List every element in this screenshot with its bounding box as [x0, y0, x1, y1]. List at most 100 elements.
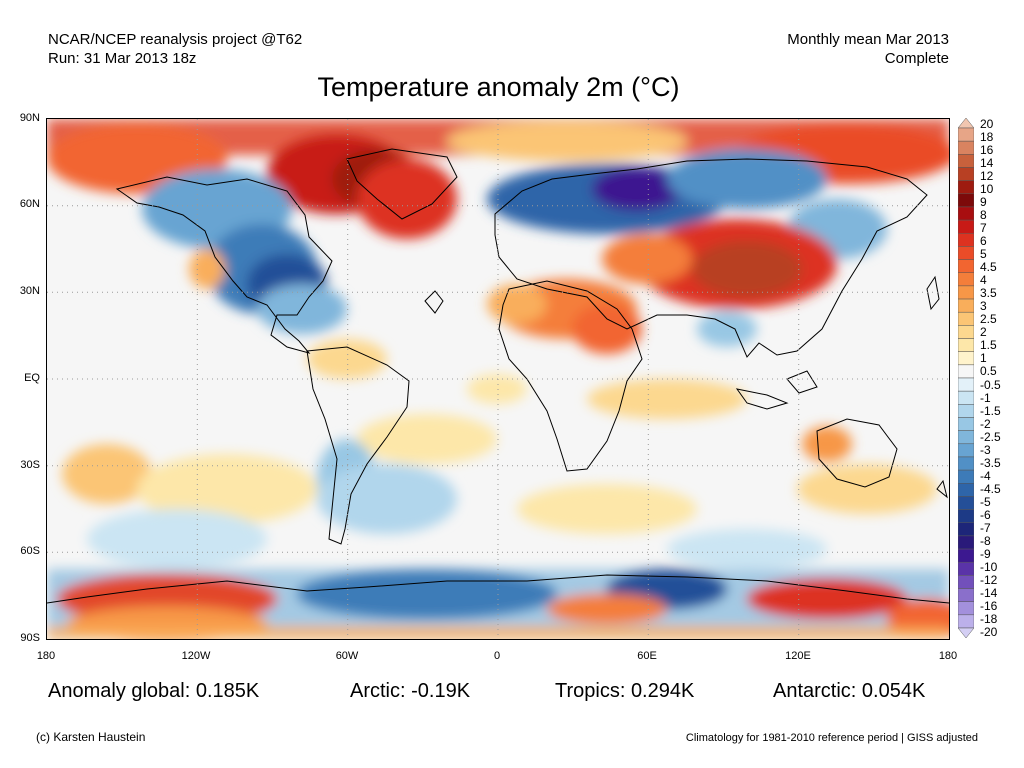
colorbar-level-label: 6 [980, 234, 987, 249]
header-right: Monthly mean Mar 2013 Complete [787, 30, 949, 68]
colorbar-level-label: -5 [980, 494, 991, 509]
colorbar-swatch [958, 561, 974, 576]
lat-label-90s: 90S [20, 632, 40, 644]
colorbar-level-label: -3.5 [980, 455, 1001, 470]
lon-label-60e: 60E [637, 650, 657, 662]
colorbar-level-label: 1 [980, 351, 987, 366]
colorbar-level-label: -4.5 [980, 481, 1001, 496]
copyright-text: (c) Karsten Haustein [36, 730, 146, 744]
colorbar-level-label: -9 [980, 546, 991, 561]
lat-label-60n: 60N [19, 198, 40, 210]
colorbar-swatch [958, 272, 974, 287]
lon-label-120w: 120W [181, 650, 211, 662]
source-text: NCAR/NCEP reanalysis project @T62 [48, 31, 303, 48]
colorbar-level-label: -18 [980, 611, 998, 626]
colorbar-level-label: 20 [980, 117, 994, 131]
lat-label-30n: 30N [19, 285, 40, 297]
tropics-anomaly: Tropics: 0.294K [555, 680, 695, 702]
colorbar-level-label: 2.5 [980, 312, 997, 327]
colorbar-swatch [958, 298, 974, 313]
colorbar-level-label: 4.5 [980, 260, 997, 275]
colorbar-swatch [958, 140, 974, 155]
colorbar-bottom-arrow [958, 627, 974, 638]
colorbar-level-label: -7 [980, 520, 991, 535]
lon-label-120e: 120E [785, 650, 811, 662]
colorbar-level-label: 12 [980, 169, 994, 184]
colorbar-swatch [958, 154, 974, 168]
colorbar-swatch [958, 338, 974, 352]
colorbar-level-label: -2 [980, 416, 991, 431]
colorbar-level-label: -10 [980, 559, 998, 574]
colorbar-level-label: 4 [980, 273, 987, 288]
colorbar-swatch [958, 588, 974, 602]
graticule [47, 119, 949, 639]
colorbar-level-label: -4 [980, 468, 991, 483]
colorbar-swatch [958, 509, 974, 523]
colorbar-swatch [958, 377, 974, 392]
lon-label-0: 0 [493, 650, 501, 662]
global-anomaly: Anomaly global: 0.185K [48, 680, 260, 702]
colorbar-swatch [958, 614, 974, 629]
colorbar-top-arrow [958, 118, 974, 129]
colorbar-swatch [958, 285, 974, 300]
colorbar-level-label: -16 [980, 598, 998, 613]
colorbar-level-label: -1.5 [980, 403, 1001, 418]
colorbar-level-label: 1.5 [980, 338, 997, 353]
lat-label-30s: 30S [20, 459, 40, 471]
colorbar-level-label: -8 [980, 533, 991, 548]
colorbar-level-label: -1 [980, 390, 991, 405]
colorbar-level-label: 14 [980, 156, 994, 171]
colorbar-swatch [958, 351, 974, 366]
anomaly-map-canvas [47, 119, 949, 639]
colorbar-swatch [958, 167, 974, 181]
colorbar-swatch [958, 601, 974, 616]
colorbar-level-label: 8 [980, 208, 987, 223]
colorbar-swatch [958, 496, 974, 510]
antarctic-anomaly: Antarctic: 0.054K [773, 680, 926, 702]
lon-label-180e: 180 [938, 650, 958, 662]
lon-label-60w: 60W [335, 650, 359, 662]
anomaly-map [46, 118, 950, 640]
colorbar-level-label: -3 [980, 442, 991, 457]
climatology-note: Climatology for 1981-2010 reference peri… [685, 732, 978, 744]
colorbar-swatch [958, 206, 974, 221]
colorbar-level-label: 2 [980, 325, 987, 340]
colorbar-level-label: 5 [980, 247, 987, 262]
colorbar-swatch [958, 404, 974, 418]
colorbar-swatch [958, 259, 974, 273]
colorbar-level-label: 10 [980, 182, 994, 197]
colorbar-swatch [958, 575, 974, 589]
lat-label-60s: 60S [20, 545, 40, 557]
colorbar-level-label: -2.5 [980, 429, 1001, 444]
arctic-anomaly: Arctic: -0.19K [350, 680, 471, 702]
colorbar-level-label: 18 [980, 130, 994, 145]
colorbar-level-label: 16 [980, 143, 994, 158]
colorbar-level-label: 3 [980, 299, 987, 314]
colorbar-swatch [958, 246, 974, 260]
colorbar-swatch [958, 443, 974, 458]
colorbar-level-label: -12 [980, 572, 998, 587]
colorbar-level-label: 7 [980, 221, 987, 236]
colorbar-swatch [958, 390, 974, 405]
colorbar [958, 118, 974, 638]
colorbar-swatch [958, 325, 974, 339]
colorbar-swatch [958, 233, 974, 247]
colorbar-swatch [958, 180, 974, 195]
colorbar-swatch [958, 193, 974, 208]
colorbar-swatch [958, 364, 974, 379]
colorbar-swatch [958, 430, 974, 445]
colorbar-level-label: 0.5 [980, 364, 997, 379]
lat-label-90n: 90N [19, 112, 40, 124]
colorbar-level-label: -14 [980, 585, 998, 600]
colorbar-swatch [958, 127, 974, 142]
colorbar-level-label: 9 [980, 195, 987, 210]
status-text: Complete [884, 50, 949, 67]
colorbar-level-label: -0.5 [980, 377, 1001, 392]
lon-label-180w: 180 [36, 650, 56, 662]
colorbar-swatch [958, 311, 974, 326]
lat-label-eq: EQ [24, 372, 40, 384]
header-left: NCAR/NCEP reanalysis project @T62 Run: 3… [48, 30, 302, 68]
colorbar-swatch [958, 469, 974, 484]
colorbar-swatch [958, 535, 974, 550]
colorbar-level-label: -20 [980, 625, 998, 639]
